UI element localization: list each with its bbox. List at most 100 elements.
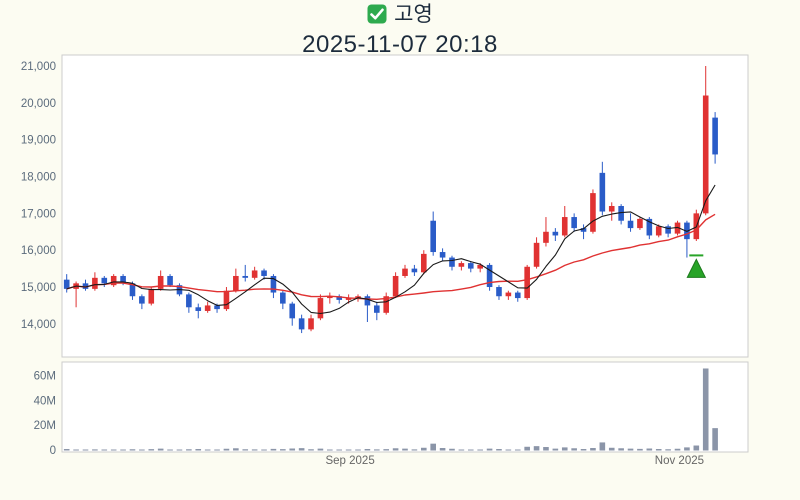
candle-body bbox=[167, 275, 173, 286]
volume-bar bbox=[467, 449, 474, 451]
volume-bar bbox=[364, 449, 371, 451]
price-axis-label: 18,000 bbox=[21, 172, 56, 184]
buy-marker bbox=[686, 258, 707, 278]
candle-body bbox=[712, 117, 718, 155]
volume-bar bbox=[505, 449, 512, 451]
volume-bar bbox=[355, 449, 361, 451]
candle-body bbox=[561, 217, 568, 236]
volume-axis-label: 60M bbox=[34, 370, 56, 382]
volume-bar bbox=[374, 449, 380, 451]
candle-body bbox=[514, 292, 521, 299]
volume-bar bbox=[280, 449, 286, 451]
volume-bar bbox=[449, 448, 455, 451]
ma-fast-line bbox=[66, 184, 716, 315]
volume-bar bbox=[674, 448, 681, 451]
candle-body bbox=[270, 275, 277, 293]
candle-body bbox=[637, 218, 643, 229]
volume-bar bbox=[411, 449, 418, 451]
candle-body bbox=[233, 275, 239, 291]
volume-bar bbox=[608, 447, 615, 451]
candle-body bbox=[411, 268, 418, 273]
volume-bar bbox=[176, 449, 183, 451]
volume-bar bbox=[345, 449, 352, 451]
volume-bar bbox=[129, 449, 136, 451]
volume-bar bbox=[73, 449, 79, 451]
volume-bar bbox=[561, 447, 568, 451]
volume-bar bbox=[63, 449, 70, 451]
volume-bar bbox=[308, 449, 314, 451]
candle-body bbox=[120, 275, 126, 284]
volume-bar bbox=[223, 448, 230, 451]
candle-body bbox=[289, 303, 296, 319]
candle-body bbox=[467, 263, 474, 269]
candle-body bbox=[590, 193, 596, 232]
ma-slow-line bbox=[66, 213, 716, 300]
candle-body bbox=[345, 298, 352, 300]
candle-body bbox=[110, 275, 117, 286]
candle-body bbox=[458, 263, 465, 267]
volume-bar bbox=[270, 448, 277, 451]
volume-bar bbox=[712, 428, 718, 451]
volume-bar bbox=[186, 449, 192, 451]
candle-body bbox=[402, 268, 408, 276]
candle-body bbox=[186, 294, 192, 308]
candle-body bbox=[646, 218, 653, 236]
volume-bar bbox=[430, 443, 436, 451]
volume-bar bbox=[702, 368, 709, 451]
candle-body bbox=[204, 305, 211, 311]
candle-body bbox=[364, 296, 371, 306]
volume-bar bbox=[655, 449, 662, 451]
volume-bar bbox=[120, 449, 126, 451]
candle-body bbox=[420, 253, 427, 273]
volume-bar bbox=[214, 449, 220, 451]
volume-bar bbox=[204, 449, 211, 451]
candle-body bbox=[439, 252, 446, 258]
volume-bar bbox=[684, 447, 690, 451]
candle-body bbox=[665, 226, 671, 234]
volume-pane bbox=[61, 361, 749, 453]
price-axis-label: 21,000 bbox=[21, 61, 56, 73]
stock-title: 고영 bbox=[394, 3, 433, 26]
volume-bar bbox=[167, 449, 173, 451]
candle-body bbox=[430, 220, 436, 253]
volume-bar bbox=[317, 448, 324, 451]
candle-body bbox=[129, 283, 136, 297]
volume-bar bbox=[336, 449, 343, 451]
candle-body bbox=[280, 292, 286, 304]
x-axis-label: Sep 2025 bbox=[325, 455, 374, 467]
candle-body bbox=[327, 296, 333, 299]
volume-axis-label: 40M bbox=[34, 395, 56, 407]
chart-datetime: 2025-11-07 20:18 bbox=[302, 31, 498, 58]
volume-bar bbox=[195, 449, 202, 451]
volume-bar bbox=[571, 448, 577, 451]
volume-bar bbox=[590, 448, 596, 451]
volume-bar bbox=[110, 449, 117, 451]
volume-bar bbox=[580, 449, 587, 451]
candle-body bbox=[317, 298, 324, 319]
volume-bar bbox=[157, 448, 164, 451]
candle-body bbox=[392, 275, 399, 297]
volume-bar bbox=[627, 448, 634, 451]
volume-bar bbox=[242, 449, 249, 451]
candle-body bbox=[449, 257, 455, 267]
candle-body bbox=[92, 277, 98, 289]
volume-bar bbox=[646, 448, 653, 451]
title-line: 고영 bbox=[0, 2, 800, 31]
volume-bar bbox=[514, 449, 521, 451]
candle-body bbox=[383, 296, 390, 313]
volume-bar bbox=[618, 448, 624, 451]
volume-bar bbox=[552, 448, 559, 451]
volume-bar bbox=[477, 449, 483, 451]
candle-body bbox=[242, 275, 249, 278]
candle-body bbox=[374, 305, 380, 313]
volume-bar bbox=[693, 445, 700, 451]
volume-bar bbox=[486, 448, 493, 451]
volume-axis-label: 0 bbox=[50, 445, 56, 457]
candle-body bbox=[496, 287, 502, 297]
candle-body bbox=[223, 290, 230, 310]
candle-body bbox=[251, 270, 258, 278]
volume-bar bbox=[298, 448, 305, 451]
volume-bar bbox=[289, 448, 296, 451]
